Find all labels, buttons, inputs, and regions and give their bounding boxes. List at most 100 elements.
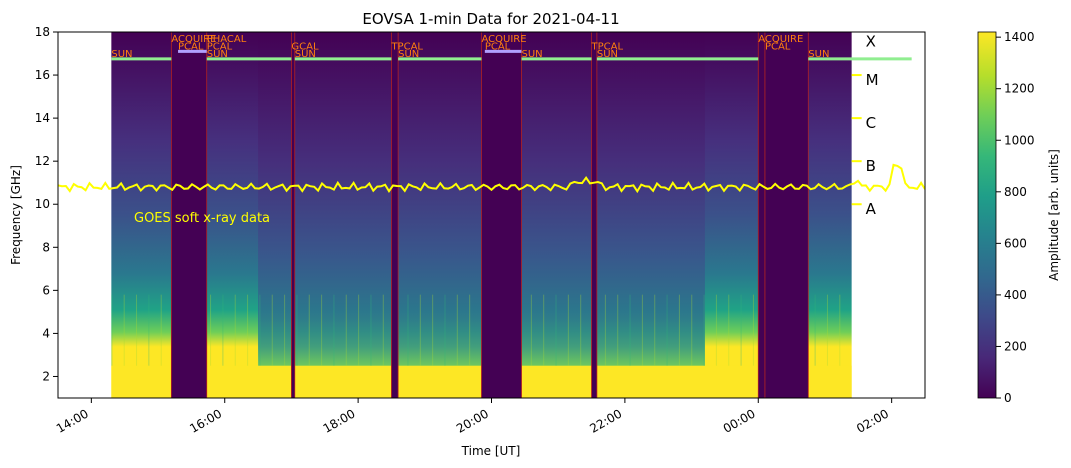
x-axis-label: Time [UT] (461, 444, 521, 458)
scan-label: SUN (111, 49, 132, 60)
scan-labels: SUNACQUIREPCALPHACALPCALSUNGCALSUNTPCALS… (111, 34, 829, 60)
chart-title: EOVSA 1-min Data for 2021-04-11 (362, 10, 619, 28)
goes-class-label: A (866, 200, 877, 218)
x-tick-label: 20:00 (454, 406, 491, 435)
texture-streak (247, 294, 249, 366)
y-tick-label: 8 (42, 240, 50, 254)
scan-label: PCAL (485, 41, 511, 52)
texture-streak (358, 294, 360, 366)
gap-block (764, 32, 809, 398)
gap-block (758, 32, 765, 398)
goes-class-labels: X M C B A (851, 32, 879, 218)
y-tick-label: 18 (35, 25, 50, 39)
y-tick-label: 12 (35, 154, 50, 168)
texture-streak (284, 294, 286, 366)
x-axis: 14:00 16:00 18:00 20:00 22:00 00:00 02:00 (54, 398, 893, 436)
goes-line (58, 163, 925, 194)
texture-streak (530, 294, 532, 366)
texture-streak (629, 294, 631, 366)
texture-streak (419, 294, 421, 366)
y-axis: 2 4 6 8 10 12 14 16 18 (35, 25, 58, 383)
texture-streak (654, 294, 656, 366)
texture-streak (382, 294, 384, 366)
x-tick-label: 16:00 (187, 406, 224, 435)
x-tick-label: 00:00 (721, 406, 758, 435)
texture-streak (308, 294, 310, 366)
texture-streak (543, 294, 545, 366)
scan-label: SUN (398, 49, 419, 60)
texture-streak (703, 294, 705, 366)
scan-label: SUN (808, 49, 829, 60)
texture-streak (370, 294, 372, 366)
scan-label: TPCAL (390, 41, 423, 52)
scan-label: GCAL (291, 41, 319, 52)
gap-block (291, 32, 295, 398)
y-tick-label: 16 (35, 68, 50, 82)
goes-label: GOES soft x-ray data (134, 211, 270, 226)
texture-streak (259, 294, 261, 366)
texture-streak (123, 294, 125, 366)
texture-streak (345, 294, 347, 366)
scan-label: ACQUIRE (481, 34, 526, 45)
scan-label: PHACAL (207, 34, 247, 45)
colorbar-tick-label: 1400 (1004, 30, 1035, 44)
goes-class-label: M (866, 71, 879, 89)
gap-block (391, 32, 399, 398)
texture-streak (136, 294, 138, 366)
texture-streak (234, 294, 236, 366)
texture-streak (617, 294, 619, 366)
x-tick-label: 18:00 (321, 406, 358, 435)
colorbar-tick-label: 1200 (1004, 82, 1035, 96)
colorbar (977, 31, 997, 399)
calibration-gaps (170, 32, 809, 398)
texture-streak (826, 294, 828, 366)
texture-streak (814, 294, 816, 366)
texture-streak (296, 294, 298, 366)
x-tick-label: 22:00 (587, 406, 624, 435)
scan-label: SUN (295, 49, 316, 60)
goes-class-label: X (866, 32, 876, 50)
y-tick-label: 10 (35, 197, 50, 211)
texture-streak (678, 294, 680, 366)
scan-label: PCAL (765, 41, 791, 52)
texture-streak (469, 294, 471, 366)
gap-block (481, 32, 522, 398)
colorbar-tick-label: 400 (1004, 288, 1027, 302)
texture-streak (271, 294, 273, 366)
scan-label: SUN (597, 49, 618, 60)
texture-streak (456, 294, 458, 366)
texture-streak (407, 294, 409, 366)
y-tick-label: 6 (42, 283, 50, 297)
scan-label: ACQUIRE (758, 34, 803, 45)
y-tick-label: 2 (42, 369, 50, 383)
colorbar-tick-label: 200 (1004, 339, 1027, 353)
texture-streak (604, 294, 606, 366)
texture-streak (222, 294, 224, 366)
colorbar-label: Amplitude [arb. units] (1047, 149, 1061, 281)
y-tick-label: 4 (42, 326, 50, 340)
texture-streak (691, 294, 693, 366)
texture-streak (641, 294, 643, 366)
texture-streak (444, 294, 446, 366)
colorbar-tick-label: 0 (1004, 391, 1012, 405)
goes-class-label: B (866, 157, 876, 175)
texture-streak (839, 294, 841, 366)
texture-streak (740, 294, 742, 366)
texture-streak (148, 294, 150, 366)
texture-streak (728, 294, 730, 366)
scan-label: SUN (207, 49, 228, 60)
x-tick-label: 02:00 (854, 406, 891, 435)
texture-streak (321, 294, 323, 366)
colorbar-tick-label: 600 (1004, 236, 1027, 250)
x-tick-label: 14:00 (54, 406, 91, 435)
scan-label: TPCAL (591, 41, 624, 52)
scan-bars (111, 49, 912, 61)
y-tick-label: 14 (35, 111, 50, 125)
scan-label: ACQUIRE (171, 34, 216, 45)
texture-streak (567, 294, 569, 366)
colorbar-tick-label: 800 (1004, 185, 1027, 199)
gap-block (591, 32, 597, 398)
texture-streak (666, 294, 668, 366)
texture-streak (160, 294, 162, 366)
